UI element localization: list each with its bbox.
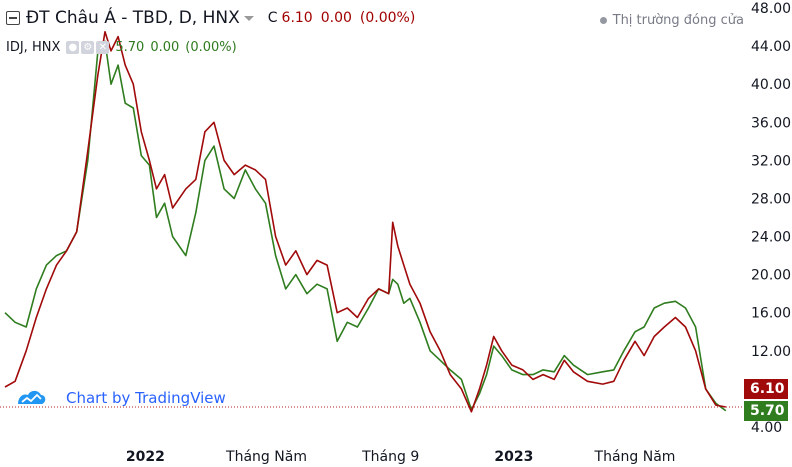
market-status: Thị trường đóng cửa — [599, 13, 744, 28]
chevron-down-icon[interactable] — [243, 15, 254, 21]
tradingview-attribution[interactable]: Chart by TradingView — [14, 387, 226, 409]
compare-symbol[interactable]: IDJ, HNX — [6, 40, 61, 55]
compare-series-legend: IDJ, HNX ● ⚙ ✕ 5.70 0.00 (0.00%) — [6, 40, 243, 55]
x-tick-label: Tháng Năm — [225, 449, 307, 465]
y-tick-label: 24.00 — [751, 230, 791, 246]
attribution-link[interactable]: Chart by TradingView — [66, 389, 226, 407]
y-tick-label: 36.00 — [751, 115, 791, 131]
compare-change: 0.00 — [150, 40, 180, 55]
y-tick-label: 40.00 — [751, 77, 791, 93]
series-line-idj — [4, 40, 727, 412]
close-icon[interactable]: ✕ — [96, 41, 110, 54]
x-tick-label: 2022 — [126, 449, 165, 465]
y-tick-label: 48.00 — [751, 1, 791, 17]
compare-values: 5.70 0.00 (0.00%) — [115, 40, 242, 55]
market-status-label: Thị trường đóng cửa — [612, 13, 744, 28]
symbol-title[interactable]: ĐT Châu Á - TBD, D, HNX — [26, 8, 240, 28]
y-tick-label: 12.00 — [751, 344, 791, 360]
last-price-label: 6.10 — [750, 380, 785, 397]
visibility-icon[interactable]: ● — [66, 41, 80, 54]
y-tick-label: 44.00 — [751, 39, 791, 55]
status-dot-icon — [599, 17, 607, 24]
x-tick-label: Tháng 9 — [361, 449, 419, 465]
close-values: 6.10 0.00 (0.00%) — [282, 10, 424, 26]
x-tick-label: 2023 — [494, 449, 533, 465]
x-tick-label: Tháng Năm — [594, 449, 676, 465]
compare-value: 5.70 — [115, 40, 145, 55]
collapse-icon[interactable] — [6, 11, 20, 25]
close-value: 6.10 — [281, 10, 313, 26]
y-tick-label: 4.00 — [751, 420, 782, 436]
main-series-legend: ĐT Châu Á - TBD, D, HNX C 6.10 0.00 (0.00%… — [6, 8, 423, 28]
time-axis[interactable]: 2022 Tháng Năm Tháng 9 2023 Tháng Năm — [126, 449, 676, 465]
change-pct: (0.00%) — [359, 10, 416, 26]
last-price-tag: 6.10 — [744, 378, 788, 399]
change-value: 0.00 — [320, 10, 352, 26]
series-layer — [4, 31, 727, 413]
tradingview-logo-icon — [18, 390, 46, 404]
y-tick-label: 32.00 — [751, 153, 791, 169]
compare-last-price-label: 5.70 — [750, 402, 785, 419]
compare-change-pct: (0.00%) — [185, 40, 237, 55]
y-tick-label: 16.00 — [751, 306, 791, 322]
y-tick-label: 28.00 — [751, 191, 791, 207]
y-tick-label: 20.00 — [751, 268, 791, 284]
close-label: C — [267, 10, 278, 26]
price-axis[interactable]: 48.00 44.00 40.00 36.00 32.00 28.00 24.00 20.00… — [751, 1, 791, 436]
settings-icon[interactable]: ⚙ — [81, 41, 95, 54]
series-line-main — [4, 31, 726, 413]
compare-last-price-tag: 5.70 — [744, 400, 788, 421]
